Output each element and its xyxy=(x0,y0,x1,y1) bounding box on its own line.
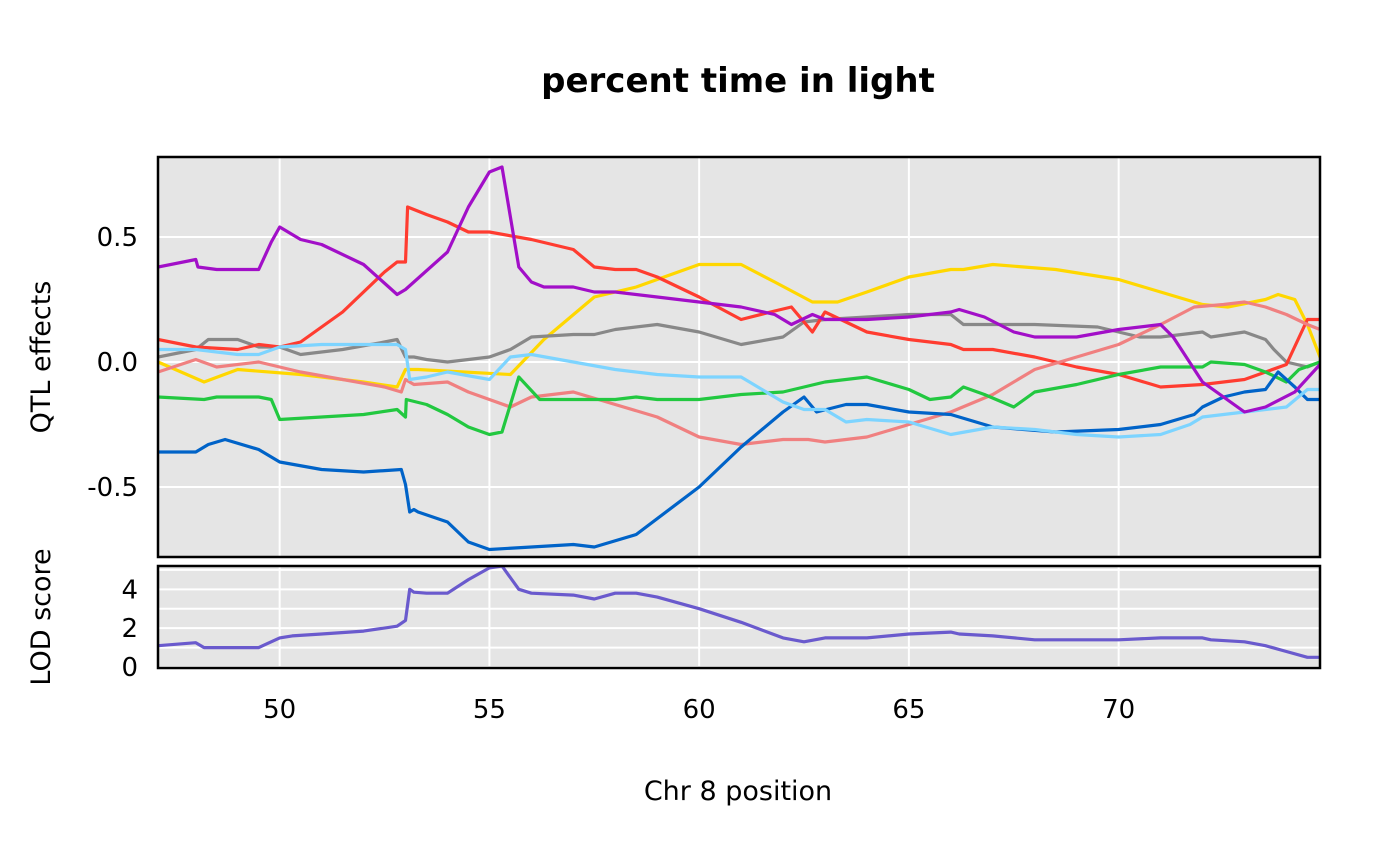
x-axis-label: Chr 8 position xyxy=(644,776,832,807)
effects-series-line-7 xyxy=(158,342,1320,439)
effects-y-axis-label: QTL effects xyxy=(26,281,57,434)
effects-series-line-6 xyxy=(158,370,1320,552)
x-tick-label: 50 xyxy=(263,695,296,725)
effects-panel-background xyxy=(158,157,1320,557)
effects-panel: 0.5 0.0 -0.5 QTL effects xyxy=(26,155,1322,559)
effects-series-line-8 xyxy=(158,165,1320,414)
effects-series-line-5 xyxy=(158,360,1320,437)
x-axis: 50 55 60 65 70 xyxy=(263,695,1135,725)
lod-series-line-1 xyxy=(158,566,1320,659)
x-tick-label: 70 xyxy=(1102,695,1135,725)
effects-series-line-4 xyxy=(158,300,1320,447)
chart-title: percent time in light xyxy=(541,61,935,101)
x-tick-label: 55 xyxy=(473,695,506,725)
lod-y-tick-label: 0 xyxy=(121,653,138,683)
lod-y-axis-label: LOD score xyxy=(26,548,57,685)
effects-y-tick-label: 0.0 xyxy=(97,348,138,378)
effects-panel-frame xyxy=(156,155,1322,559)
lod-panel-frame xyxy=(156,564,1322,670)
effects-y-tick-label: -0.5 xyxy=(87,473,138,503)
lod-panel: 4 2 0 LOD score xyxy=(26,548,1322,686)
effects-series-line-1 xyxy=(158,262,1320,389)
x-tick-label: 65 xyxy=(892,695,925,725)
lod-panel-background xyxy=(158,566,1320,668)
x-tick-label: 60 xyxy=(683,695,716,725)
effects-y-tick-label: 0.5 xyxy=(97,223,138,253)
effects-series-line-2 xyxy=(158,312,1320,369)
lod-y-tick-label: 4 xyxy=(121,575,138,605)
lod-y-tick-label: 2 xyxy=(121,614,138,644)
